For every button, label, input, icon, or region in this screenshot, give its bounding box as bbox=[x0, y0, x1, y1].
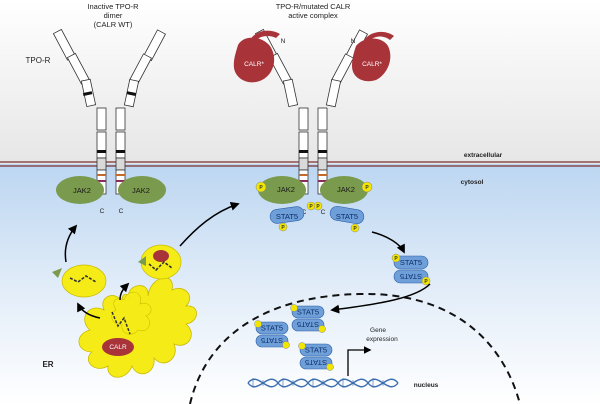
vesicle-top bbox=[138, 244, 182, 280]
svg-text:P: P bbox=[365, 185, 369, 191]
right-receptor-bands bbox=[299, 150, 327, 182]
left-title-line-2: dimer bbox=[104, 11, 123, 20]
stat5-dimer-cytosol: STAT5 STAT5 P P bbox=[391, 253, 431, 286]
arrow-dimer-to-nucleus bbox=[330, 283, 431, 314]
svg-text:P: P bbox=[281, 225, 285, 231]
svg-text:STAT5: STAT5 bbox=[336, 212, 358, 221]
right-jak2-left-label: JAK2 bbox=[277, 185, 295, 194]
arrow-stat-to-dimer bbox=[371, 231, 405, 254]
right-jak2-right bbox=[320, 176, 368, 204]
svg-text:STAT5: STAT5 bbox=[305, 346, 327, 355]
svg-text:STAT5: STAT5 bbox=[276, 212, 298, 221]
svg-text:STAT5: STAT5 bbox=[305, 358, 327, 367]
svg-text:P: P bbox=[353, 226, 357, 232]
arrow-er-to-vesicle-top bbox=[119, 282, 130, 301]
arrow-vesicle-to-left-receptor bbox=[64, 224, 78, 263]
calr-mutant-left-label: CALR* bbox=[244, 61, 264, 68]
receptor-phospho-right: P bbox=[313, 201, 323, 211]
left-jak2-right bbox=[118, 176, 166, 204]
svg-text:STAT5: STAT5 bbox=[261, 336, 283, 345]
left-title-line-3: (CALR WT) bbox=[94, 20, 133, 29]
right-jak2-right-label: JAK2 bbox=[337, 185, 355, 194]
right-jak2-left bbox=[258, 176, 306, 204]
er-membrane-lobe bbox=[111, 291, 152, 335]
arrow-vesicle-to-right-complex bbox=[179, 202, 240, 247]
right-c-terminus-2: C bbox=[321, 209, 326, 216]
left-c-terminus-1: C bbox=[100, 208, 105, 215]
right-title-line-1: TPO-R/mutated CALR bbox=[276, 2, 351, 11]
stat5-dimer-nucleus-3: STAT5 STAT5 bbox=[298, 342, 334, 371]
svg-text:STAT5: STAT5 bbox=[297, 308, 319, 317]
stat5-bound-right: STAT5 P bbox=[329, 205, 365, 233]
receptor-label: TPO-R bbox=[26, 56, 51, 65]
svg-text:P: P bbox=[394, 256, 398, 262]
stat5-dimer-nucleus-1: STAT5 STAT5 bbox=[254, 320, 290, 349]
gene-expression-arrow bbox=[347, 346, 372, 376]
calr-mutant-right-shape bbox=[352, 31, 394, 82]
left-title-line-1: Inactive TPO-R bbox=[87, 2, 139, 11]
calr-mutant-left-shape bbox=[233, 30, 280, 83]
zone-extracellular-label: extracellular bbox=[464, 152, 503, 159]
right-c-terminus-1: C bbox=[302, 209, 307, 216]
left-c-terminus-2: C bbox=[119, 208, 124, 215]
calr-in-er bbox=[102, 338, 134, 356]
n-terminus-left: N bbox=[281, 38, 286, 45]
left-jak2-left bbox=[56, 176, 104, 204]
er-receptor-chain bbox=[111, 311, 131, 335]
left-jak2-left-label: JAK2 bbox=[73, 186, 91, 195]
svg-text:STAT5: STAT5 bbox=[400, 272, 422, 281]
dna-helix bbox=[247, 378, 399, 388]
svg-text:P: P bbox=[259, 185, 263, 191]
jak2-phospho-right: P bbox=[361, 181, 373, 193]
left-jak2-right-label: JAK2 bbox=[132, 186, 150, 195]
nuclear-envelope bbox=[189, 292, 521, 404]
svg-text:P: P bbox=[316, 204, 320, 210]
stat5-dimer-nucleus-2: STAT5 STAT5 bbox=[290, 304, 326, 333]
svg-text:P: P bbox=[424, 279, 428, 285]
zone-nucleus-label: nucleus bbox=[414, 382, 439, 389]
calr-in-er-label: CALR bbox=[109, 344, 127, 351]
svg-text:STAT5: STAT5 bbox=[400, 258, 422, 267]
svg-text:STAT5: STAT5 bbox=[261, 324, 283, 333]
zone-cytosol-label: cytosol bbox=[461, 179, 484, 186]
svg-text:STAT5: STAT5 bbox=[297, 320, 319, 329]
arrow-er-to-vesicle-left bbox=[77, 302, 101, 319]
gene-label-line-1: Gene bbox=[370, 327, 386, 334]
jak2-phospho-left: P bbox=[255, 181, 267, 193]
vesicle-left bbox=[52, 264, 107, 298]
gene-label-line-2: expression bbox=[366, 336, 398, 343]
n-terminus-right: N bbox=[351, 38, 356, 45]
left-receptor-bands bbox=[82, 91, 137, 182]
svg-text:P: P bbox=[309, 204, 313, 210]
calr-mutant-right-label: CALR* bbox=[362, 61, 382, 68]
er-label: ER bbox=[42, 360, 53, 369]
stat5-bound-left: STAT5 P bbox=[269, 206, 305, 232]
right-title-line-2: active complex bbox=[288, 11, 338, 20]
